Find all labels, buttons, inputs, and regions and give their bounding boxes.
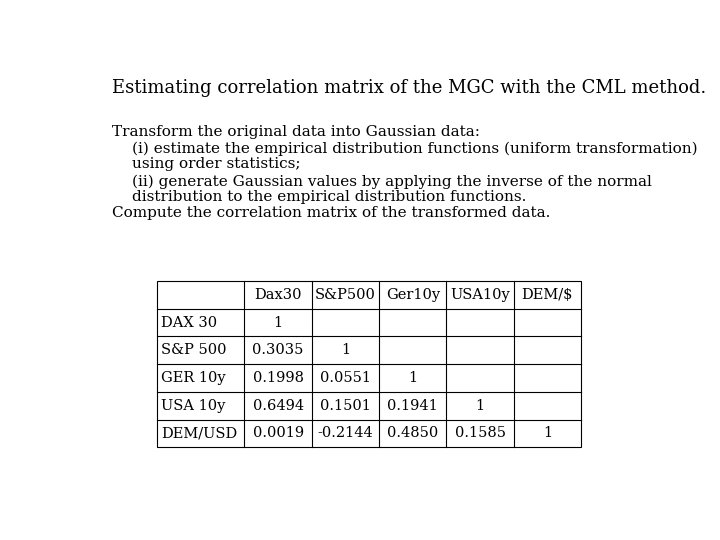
Text: distribution to the empirical distribution functions.: distribution to the empirical distributi…: [132, 190, 526, 204]
Text: 1: 1: [274, 315, 283, 329]
Text: (i) estimate the empirical distribution functions (uniform transformation): (i) estimate the empirical distribution …: [132, 141, 698, 156]
Text: Compute the correlation matrix of the transformed data.: Compute the correlation matrix of the tr…: [112, 206, 551, 220]
Bar: [157, 281, 581, 447]
Text: 0.0551: 0.0551: [320, 371, 371, 385]
Text: DEM/USD: DEM/USD: [161, 427, 237, 441]
Text: USA 10y: USA 10y: [161, 399, 225, 413]
Text: 0.1501: 0.1501: [320, 399, 371, 413]
Text: 0.3035: 0.3035: [253, 343, 304, 357]
Text: 0.1941: 0.1941: [387, 399, 438, 413]
Text: Estimating correlation matrix of the MGC with the CML method.: Estimating correlation matrix of the MGC…: [112, 79, 706, 97]
Text: USA10y: USA10y: [450, 288, 510, 302]
Text: 0.1998: 0.1998: [253, 371, 304, 385]
Text: GER 10y: GER 10y: [161, 371, 225, 385]
Text: Ger10y: Ger10y: [386, 288, 440, 302]
Text: 0.4850: 0.4850: [387, 427, 438, 441]
Text: using order statistics;: using order statistics;: [132, 157, 300, 171]
Text: 1: 1: [408, 371, 418, 385]
Text: S&P 500: S&P 500: [161, 343, 226, 357]
Text: -0.2144: -0.2144: [318, 427, 373, 441]
Text: 0.6494: 0.6494: [253, 399, 304, 413]
Text: 1: 1: [341, 343, 350, 357]
Text: 1: 1: [543, 427, 552, 441]
Text: S&P500: S&P500: [315, 288, 376, 302]
Text: DAX 30: DAX 30: [161, 315, 217, 329]
Text: DEM/$: DEM/$: [521, 288, 573, 302]
Text: Dax30: Dax30: [254, 288, 302, 302]
Text: (ii) generate Gaussian values by applying the inverse of the normal: (ii) generate Gaussian values by applyin…: [132, 174, 652, 188]
Text: 0.0019: 0.0019: [253, 427, 304, 441]
Text: 1: 1: [475, 399, 485, 413]
Text: 0.1585: 0.1585: [454, 427, 505, 441]
Text: Transform the original data into Gaussian data:: Transform the original data into Gaussia…: [112, 125, 480, 139]
